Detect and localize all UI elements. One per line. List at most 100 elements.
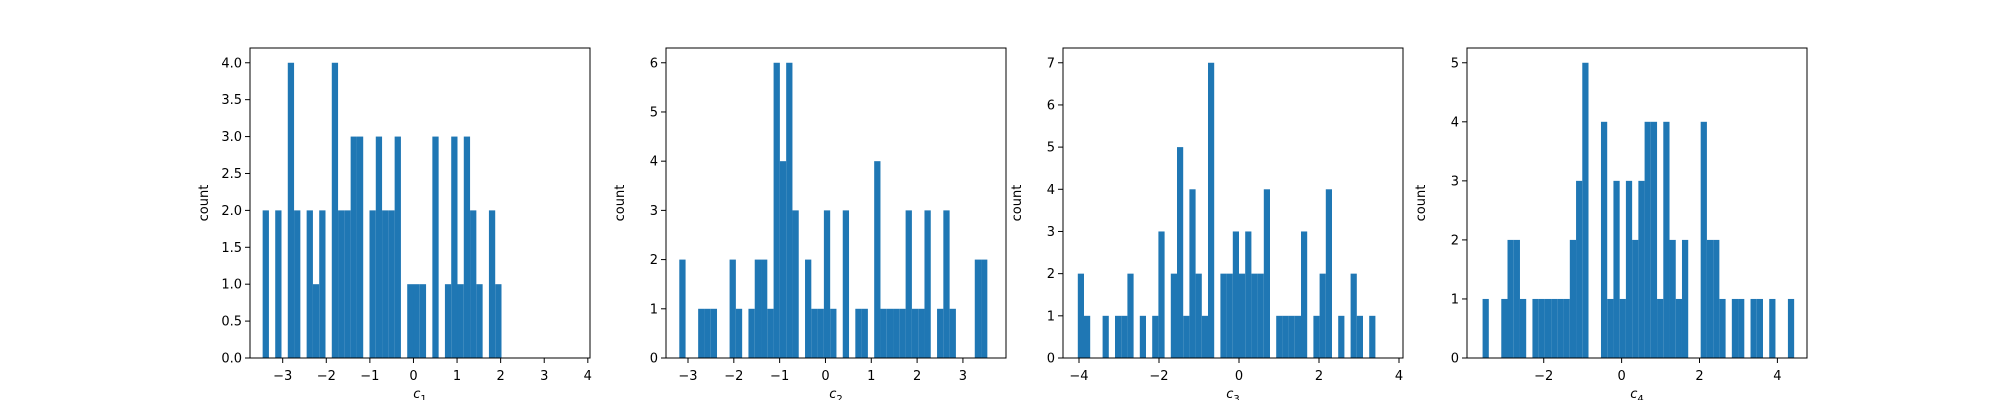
x-tick-label: 2 [913,369,921,384]
histogram-bar [457,284,464,358]
x-tick-label: −2 [724,369,743,384]
x-tick-label: −1 [360,369,379,384]
histogram-bar [1369,315,1376,358]
histogram-bar [1513,239,1520,358]
histogram-bar [1239,273,1246,358]
histogram-bar [823,210,831,358]
y-tick-label: 3.0 [221,130,242,145]
histogram-bar [294,210,301,358]
x-tick-label: −2 [1534,369,1553,384]
histogram-bar [1189,189,1196,358]
histogram-bar [899,308,906,358]
histogram-bar [924,210,931,358]
histogram-bar [886,308,894,358]
histogram-bar [287,62,295,359]
histogram-bar [1220,273,1227,358]
histogram-bar [1713,239,1720,358]
axes-frame [249,47,591,359]
histogram-bar [488,210,496,358]
histogram-bar [779,161,787,358]
histogram-bar [369,210,376,358]
histogram-bar [1152,315,1159,358]
histogram-bar [388,210,395,358]
histogram-bar [1787,298,1795,358]
histogram-bar [1731,298,1739,358]
y-tick-label: 1.0 [221,278,242,293]
histogram-bar [1569,239,1577,358]
y-tick-label: 0 [1047,352,1055,367]
y-tick-label: 5 [650,105,658,120]
histogram-bar [495,284,502,358]
histogram-bar [1245,231,1252,358]
y-tick-label: 0.0 [221,352,242,367]
histogram-bar [918,308,925,358]
x-tick-label: 1 [453,369,461,384]
histogram-bar [874,161,881,358]
y-tick-label: 6 [650,56,658,71]
histogram-bar [470,210,477,358]
x-tick-label: 4 [584,369,592,384]
histogram-bar [1170,273,1177,358]
y-axis-label: count [613,185,628,222]
histogram-bar [1226,273,1233,358]
histogram-bar [710,308,718,358]
axes-frame [1062,47,1404,359]
histogram-bar [1769,298,1776,358]
histogram-bar [1356,315,1363,358]
histogram-bar [943,210,950,358]
histogram-bar [1325,189,1332,358]
histogram-bar [855,308,862,358]
histogram-bar [344,210,351,358]
histogram-bar [262,210,269,358]
histogram-bar [1563,298,1570,358]
histogram-bar [338,210,345,358]
x-tick-label: −3 [273,369,292,384]
histogram-bar [698,308,705,358]
y-tick-label: 1 [1047,309,1055,324]
x-tick-label: −1 [770,369,789,384]
histogram-bar [1600,121,1608,358]
histogram-panel-1: −3 −2 −1 0 1 2 3 4 0.0 0.5 1.0 1.5 2.0 2.5 3.0 3.5 4.0 c1… [197,47,592,400]
histogram-bar [1750,298,1757,358]
histogram-bar [407,284,414,358]
histogram-bar [1127,273,1134,358]
x-tick-label: 3 [959,369,967,384]
y-tick-label: 6 [1047,98,1055,113]
histogram-bar [1650,121,1658,358]
histogram-bar [432,136,439,358]
histogram-bar [356,136,364,358]
y-tick-label: 0.5 [221,315,242,330]
x-axis-label: c3 [1226,387,1240,400]
histogram-bar [1201,315,1208,358]
histogram-bar [754,259,762,358]
histogram-bar [1276,315,1283,358]
histogram-bar [1719,298,1726,358]
histogram-bar [1077,273,1084,358]
x-tick-label: −4 [1069,369,1088,384]
histogram-bar [679,259,686,358]
histogram-bar [981,259,988,358]
y-tick-label: 1 [650,302,658,317]
histogram-bar [1263,189,1270,358]
histogram-bar [382,210,389,358]
histogram-bar [312,284,320,358]
histogram-bar [861,308,868,358]
x-axis-label: c1 [413,387,427,400]
histogram-bar [1121,315,1128,358]
histogram-bar [1613,180,1620,358]
y-tick-label: 2.0 [221,204,242,219]
histogram-bar [451,136,458,358]
histogram-bar [937,308,944,358]
histogram-bar [1681,239,1689,358]
histogram-bar [375,136,383,358]
y-tick-label: 3 [1451,174,1459,189]
histogram-bar [842,210,850,358]
histogram-bar [1675,298,1682,358]
y-tick-label: 4 [650,155,658,170]
x-axis-label: c4 [1630,387,1644,400]
histogram-bar [1607,298,1614,358]
histogram-bar [1350,273,1357,358]
histogram-bar [911,308,919,358]
histogram-bar [1177,147,1184,358]
y-tick-label: 2 [1047,267,1055,282]
